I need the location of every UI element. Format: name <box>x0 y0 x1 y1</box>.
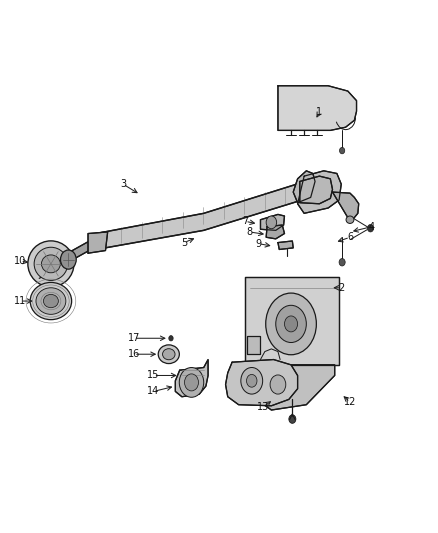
Circle shape <box>276 305 306 343</box>
Polygon shape <box>261 214 285 230</box>
Polygon shape <box>245 277 339 365</box>
Polygon shape <box>293 171 315 203</box>
Polygon shape <box>175 360 208 397</box>
Circle shape <box>285 316 297 332</box>
Circle shape <box>266 293 316 355</box>
Circle shape <box>266 216 277 229</box>
Polygon shape <box>278 86 357 131</box>
Polygon shape <box>297 171 341 213</box>
Polygon shape <box>250 365 335 410</box>
Ellipse shape <box>42 255 60 273</box>
Polygon shape <box>226 360 297 406</box>
Text: 12: 12 <box>344 397 356 407</box>
Text: 9: 9 <box>255 239 261 248</box>
Text: 4: 4 <box>369 222 375 232</box>
Ellipse shape <box>28 241 74 287</box>
Ellipse shape <box>43 294 58 308</box>
Text: 7: 7 <box>242 216 248 227</box>
Text: 3: 3 <box>120 179 126 189</box>
Text: 1: 1 <box>316 107 322 117</box>
Polygon shape <box>247 336 261 354</box>
Polygon shape <box>300 176 332 204</box>
Text: 17: 17 <box>127 333 140 343</box>
Ellipse shape <box>34 247 67 280</box>
Ellipse shape <box>30 282 72 320</box>
Circle shape <box>169 336 173 341</box>
Circle shape <box>289 415 296 423</box>
Circle shape <box>339 148 345 154</box>
Text: 13: 13 <box>257 402 269 413</box>
Text: 2: 2 <box>338 283 344 293</box>
Circle shape <box>339 259 345 266</box>
Polygon shape <box>266 225 285 239</box>
Text: 5: 5 <box>181 238 187 247</box>
Polygon shape <box>90 182 302 251</box>
Text: 10: 10 <box>14 256 26 266</box>
Text: 8: 8 <box>247 227 253 237</box>
Text: 11: 11 <box>14 296 26 306</box>
Circle shape <box>247 374 257 387</box>
Circle shape <box>179 368 204 397</box>
Circle shape <box>270 375 286 394</box>
Circle shape <box>184 374 198 391</box>
Polygon shape <box>88 232 108 253</box>
Circle shape <box>60 250 76 269</box>
Polygon shape <box>278 241 293 249</box>
Text: 14: 14 <box>147 386 159 397</box>
Circle shape <box>241 368 263 394</box>
Ellipse shape <box>158 345 179 364</box>
Text: 6: 6 <box>347 232 353 243</box>
Ellipse shape <box>162 349 175 360</box>
Ellipse shape <box>346 216 354 223</box>
Text: 16: 16 <box>128 349 140 359</box>
Polygon shape <box>332 192 359 219</box>
Circle shape <box>367 224 374 232</box>
Ellipse shape <box>36 288 66 314</box>
Polygon shape <box>36 241 92 278</box>
Text: 15: 15 <box>147 370 160 381</box>
